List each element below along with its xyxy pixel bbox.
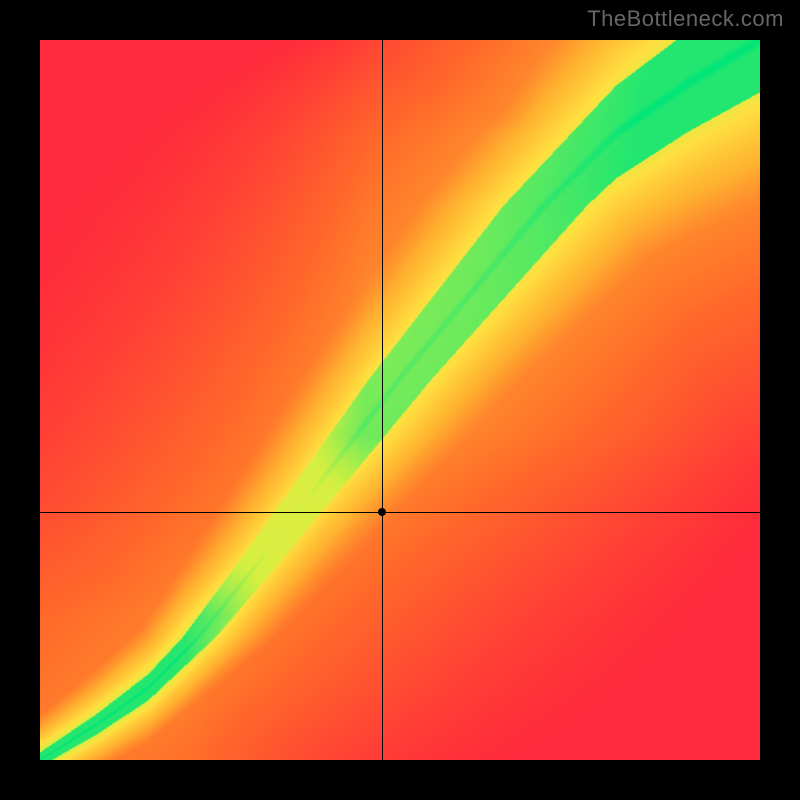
chart-container: TheBottleneck.com	[0, 0, 800, 800]
plot-area	[40, 40, 760, 760]
data-point-marker	[378, 508, 386, 516]
crosshair-vertical	[382, 40, 383, 760]
crosshair-horizontal	[40, 512, 760, 513]
watermark-text: TheBottleneck.com	[587, 6, 784, 32]
heatmap-canvas	[40, 40, 760, 760]
